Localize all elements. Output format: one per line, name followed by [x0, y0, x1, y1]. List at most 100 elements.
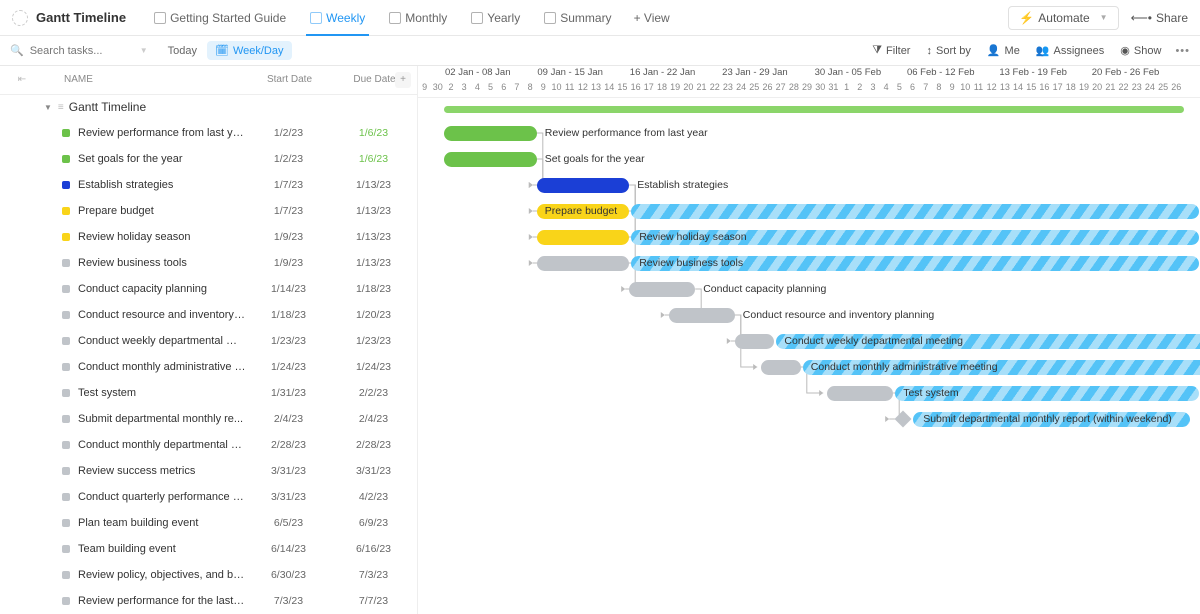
gantt-bar-follow	[631, 204, 1199, 219]
task-row[interactable]: Team building event6/14/236/16/23	[0, 536, 417, 562]
gantt-bar[interactable]	[669, 308, 735, 323]
task-row[interactable]: Review performance for the last 6 ...7/3…	[0, 588, 417, 614]
task-name: Review business tools	[78, 257, 246, 269]
task-row[interactable]: Review performance from last year1/2/231…	[0, 120, 417, 146]
task-name: Team building event	[78, 543, 246, 555]
day-label: 20	[1091, 82, 1104, 97]
status-dot	[62, 155, 70, 163]
day-label: 30	[814, 82, 827, 97]
gantt-bar[interactable]	[537, 178, 629, 193]
start-date: 2/4/23	[246, 413, 331, 425]
task-row[interactable]: Test system1/31/232/2/23	[0, 380, 417, 406]
gantt-bar[interactable]	[444, 152, 536, 167]
task-row[interactable]: Establish strategies1/7/231/13/23	[0, 172, 417, 198]
task-row[interactable]: Prepare budget1/7/231/13/23	[0, 198, 417, 224]
gantt-bar[interactable]	[735, 334, 775, 349]
week-label: 20 Feb - 26 Feb	[1090, 67, 1182, 82]
sortby-button[interactable]: ↕Sort by	[926, 45, 970, 57]
automate-button[interactable]: ⚡ Automate ▼	[1008, 6, 1118, 30]
gantt-bar[interactable]	[827, 386, 893, 401]
task-name: Set goals for the year	[78, 153, 246, 165]
task-row[interactable]: Submit departmental monthly re...2/4/232…	[0, 406, 417, 432]
task-row[interactable]: Conduct resource and inventory pl...1/18…	[0, 302, 417, 328]
me-button[interactable]: 👤Me	[987, 44, 1020, 57]
list-icon: ≡	[58, 102, 63, 113]
add-view-button[interactable]: + View	[624, 11, 680, 25]
weekday-toggle[interactable]: 🗓 Week/Day	[207, 41, 292, 60]
gantt-bar[interactable]	[444, 126, 536, 141]
gantt-bar-label: Prepare budget	[545, 205, 617, 217]
day-label: 14	[1011, 82, 1024, 97]
add-column-button[interactable]: +	[395, 72, 411, 88]
view-tab-monthly[interactable]: Monthly	[377, 0, 459, 36]
gantt-bar[interactable]	[629, 282, 695, 297]
day-label: 3	[866, 82, 879, 97]
name-column-header[interactable]: NAME	[64, 74, 93, 85]
show-button[interactable]: ◉Show	[1120, 44, 1161, 57]
day-label: 24	[1143, 82, 1156, 97]
share-button[interactable]: ⟵• Share	[1131, 11, 1188, 25]
task-name: Conduct capacity planning	[78, 283, 246, 295]
day-label: 3	[458, 82, 471, 97]
more-menu-button[interactable]: •••	[1175, 45, 1190, 57]
due-date: 6/9/23	[331, 517, 416, 529]
task-row[interactable]: Plan team building event6/5/236/9/23	[0, 510, 417, 536]
day-label: 12	[576, 82, 589, 97]
view-tab-weekly[interactable]: Weekly	[298, 0, 377, 36]
chevron-down-icon[interactable]: ▼	[44, 103, 52, 112]
due-date: 1/13/23	[331, 179, 416, 191]
day-label: 9	[946, 82, 959, 97]
due-date: 1/20/23	[331, 309, 416, 321]
day-label: 21	[1104, 82, 1117, 97]
gantt-bar-label: Set goals for the year	[545, 153, 645, 165]
milestone-diamond[interactable]	[895, 411, 912, 428]
due-date: 6/16/23	[331, 543, 416, 555]
gantt-bar[interactable]	[761, 360, 801, 375]
task-row[interactable]: Conduct capacity planning1/14/231/18/23	[0, 276, 417, 302]
task-row[interactable]: Conduct quarterly performance m...3/31/2…	[0, 484, 417, 510]
group-label: Gantt Timeline	[69, 100, 146, 114]
day-label: 19	[669, 82, 682, 97]
due-date: 1/13/23	[331, 257, 416, 269]
today-button[interactable]: Today	[168, 45, 197, 57]
sort-icon: ↕	[926, 45, 932, 57]
status-dot	[62, 129, 70, 137]
collapse-panel-icon[interactable]: ⇤	[10, 73, 34, 87]
task-row[interactable]: Review success metrics3/31/233/31/23	[0, 458, 417, 484]
day-label: 8	[524, 82, 537, 97]
task-row[interactable]: Review business tools1/9/231/13/23	[0, 250, 417, 276]
task-row[interactable]: Review holiday season1/9/231/13/23	[0, 224, 417, 250]
start-date: 1/24/23	[246, 361, 331, 373]
assignees-button[interactable]: 👥Assignees	[1036, 44, 1104, 57]
people-icon: 👥	[1036, 44, 1050, 57]
group-row[interactable]: ▼ ≡ Gantt Timeline	[0, 95, 417, 120]
day-label: 9	[537, 82, 550, 97]
task-row[interactable]: Conduct monthly departmental m...2/28/23…	[0, 432, 417, 458]
chevron-down-icon[interactable]: ▼	[140, 46, 148, 55]
week-label: 09 Jan - 15 Jan	[535, 67, 627, 82]
status-dot	[62, 441, 70, 449]
gantt-bar[interactable]	[537, 256, 629, 271]
day-label: 22	[708, 82, 721, 97]
start-date-header[interactable]: Start Date	[247, 74, 332, 85]
view-tab-yearly[interactable]: Yearly	[459, 0, 532, 36]
share-icon: ⟵•	[1131, 11, 1152, 25]
filter-button[interactable]: ⧩Filter	[872, 44, 910, 57]
search-input[interactable]	[30, 45, 140, 57]
status-dot	[62, 337, 70, 345]
task-row[interactable]: Conduct weekly departmental me...1/23/23…	[0, 328, 417, 354]
due-date: 4/2/23	[331, 491, 416, 503]
status-dot	[62, 493, 70, 501]
day-label: 11	[563, 82, 576, 97]
day-label: 27	[774, 82, 787, 97]
view-tab-getting-started-guide[interactable]: Getting Started Guide	[142, 0, 298, 36]
week-label: 30 Jan - 05 Feb	[813, 67, 905, 82]
task-name: Conduct monthly departmental m...	[78, 439, 246, 451]
start-date: 1/23/23	[246, 335, 331, 347]
view-tab-summary[interactable]: Summary	[532, 0, 623, 36]
gantt-bar[interactable]	[537, 230, 629, 245]
day-label: 15	[616, 82, 629, 97]
task-row[interactable]: Conduct monthly administrative m...1/24/…	[0, 354, 417, 380]
task-row[interactable]: Review policy, objectives, and busi...6/…	[0, 562, 417, 588]
task-row[interactable]: Set goals for the year1/2/231/6/23	[0, 146, 417, 172]
